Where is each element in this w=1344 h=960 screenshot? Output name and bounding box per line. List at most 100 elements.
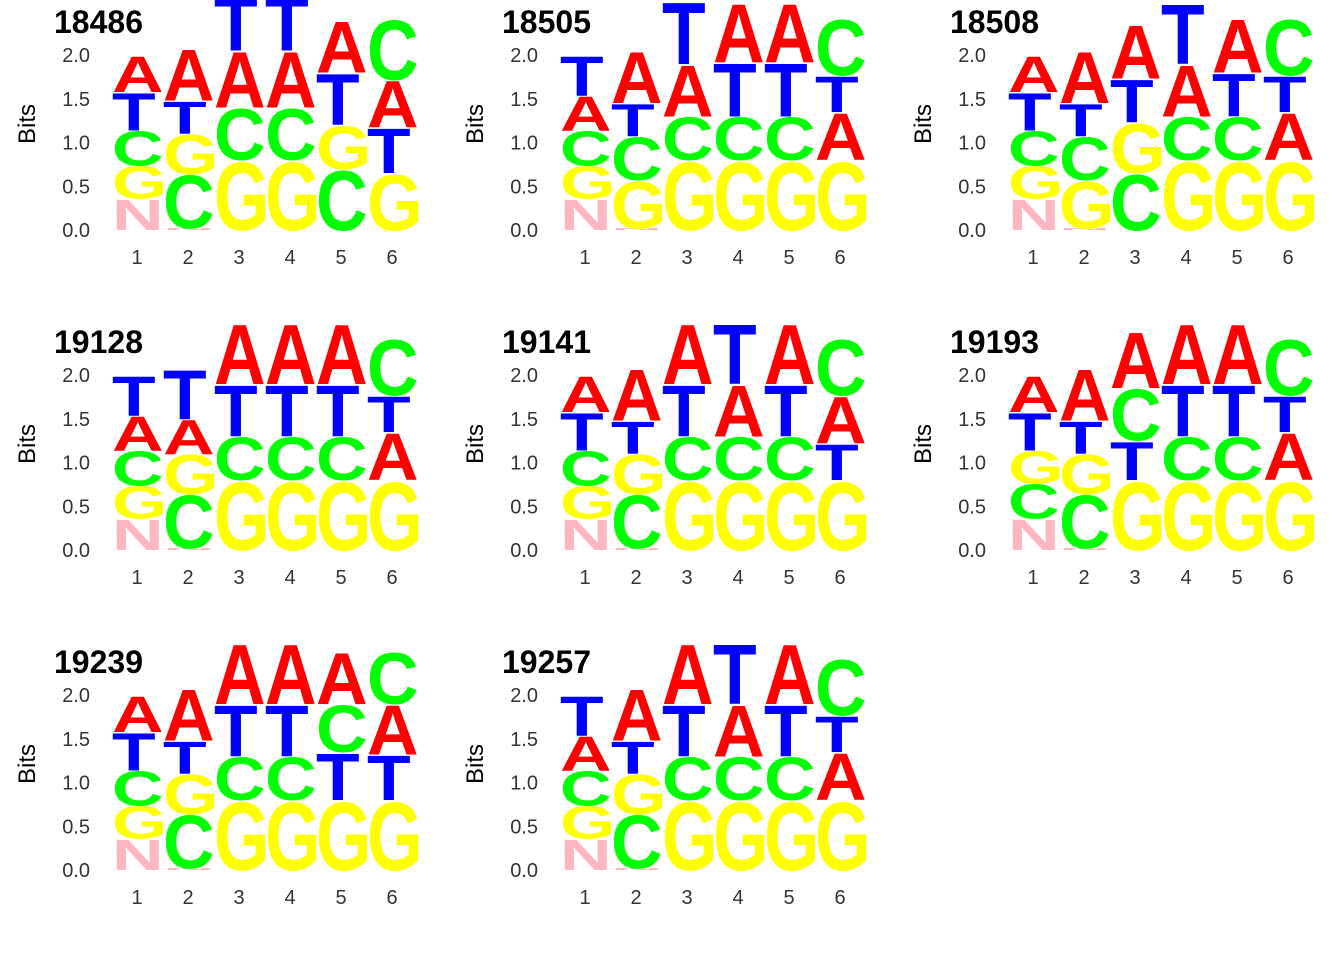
logo-letter-t: T [163, 91, 207, 143]
logo-letter-c: C [611, 799, 663, 884]
x-tick-label: 3 [233, 247, 244, 269]
logo-letter-c: C [1212, 106, 1264, 174]
logo-letter-n: N [611, 548, 663, 551]
logo-letter-t: T [1110, 68, 1154, 136]
logo-letter-t: T [815, 66, 859, 123]
logo-letter-g: G [560, 796, 616, 848]
panel-title: 18486 [54, 4, 143, 40]
logo-letter-c: C [815, 645, 867, 733]
logo-letter-c: C [112, 441, 164, 495]
x-tick-label: 1 [131, 247, 142, 269]
logo-letter-c: C [367, 2, 419, 98]
y-tick-label: 1.5 [62, 729, 90, 751]
logo-letter-g: G [662, 782, 718, 892]
logo-plot: 0.00.51.01.52.01 2 3 4 5 6NGCTANCGTAGCTAGCATG… [510, 307, 870, 589]
logo-letter-t: T [1059, 94, 1103, 146]
logo-letter-t: T [1263, 66, 1307, 123]
y-tick-label: 0.0 [62, 220, 90, 242]
x-tick-label: 5 [335, 247, 346, 269]
logo-letter-g: G [1008, 156, 1064, 208]
logo-letter-c: C [764, 426, 816, 494]
logo-letter-a: A [367, 692, 419, 771]
y-axis-label: Bits [14, 743, 41, 785]
x-tick-label: 3 [233, 567, 244, 589]
logo-letter-g: G [713, 782, 769, 892]
logo-letter-g: G [112, 796, 168, 848]
x-tick-label: 4 [732, 567, 743, 589]
logo-letter-c: C [662, 106, 714, 174]
panel-title: 19141 [502, 324, 591, 360]
logo-panel: 0.0 0.5 1.0 1.5 2.0 1 2 3 4 5 6 N G C A T N C G T A G C T A G C A T G… [448, 627, 888, 940]
logo-letter-c: C [265, 746, 317, 814]
logo-letter-g: G [1059, 167, 1115, 243]
logo-letter-a: A [265, 37, 317, 125]
logo-letter-a: A [1059, 355, 1111, 437]
logo-letter-a: A [1008, 46, 1060, 103]
x-tick-label: 3 [1129, 247, 1140, 269]
logo-letter-c: C [1161, 426, 1213, 494]
logo-letter-g: G [1212, 142, 1268, 252]
logo-letter-g: G [163, 763, 219, 826]
x-tick-label: 2 [182, 567, 193, 589]
logo-letter-t: T [316, 370, 360, 452]
logo-letter-c: C [265, 94, 317, 176]
x-tick-label: 1 [1027, 247, 1038, 269]
x-tick-label: 4 [1180, 567, 1191, 589]
logo-letter-g: G [367, 462, 423, 572]
logo-panel: 0.0 0.5 1.0 1.5 2.0 1 2 3 4 5 6 N G C T A N C G T A G C A T G C A T C… [0, 0, 440, 300]
logo-letter-a: A [265, 627, 317, 723]
y-axis-label: Bits [14, 103, 41, 145]
logo-letter-c: C [163, 479, 215, 564]
y-tick-label: 1.0 [62, 133, 90, 155]
logo-plot: 0.00.51.01.52.01 2 3 4 5 6NGCATNCGTAGCTAGCATG… [510, 627, 870, 909]
y-tick-label: 2.0 [62, 45, 90, 67]
y-tick-label: 0.0 [62, 860, 90, 882]
y-tick-label: 2.0 [62, 365, 90, 387]
y-tick-label: 2.0 [510, 45, 538, 67]
y-axis-label: Bits [910, 103, 937, 145]
y-tick-label: 0.5 [62, 816, 90, 838]
logo-letter-a: A [713, 690, 765, 772]
logo-letter-g: G [1059, 443, 1115, 506]
logo-letter-c: C [611, 479, 663, 564]
logo-letter-n: N [1008, 510, 1060, 560]
logo-letter-c: C [316, 153, 368, 249]
logo-panel: 0.0 0.5 1.0 1.5 2.0 1 2 3 4 5 6 N C G T A N C G T A G T C A G C T A G… [896, 307, 1336, 620]
logo-letter-c: C [560, 121, 612, 175]
logo-letter-a: A [560, 726, 612, 780]
logo-letter-c: C [611, 126, 663, 194]
panel-title: 19193 [950, 324, 1039, 360]
logo-letter-a: A [713, 0, 765, 80]
logo-letter-a: A [815, 99, 867, 175]
y-tick-label: 1.5 [958, 409, 986, 431]
logo-letter-g: G [367, 160, 423, 248]
logo-letter-g: G [1161, 142, 1217, 252]
logo-letter-g: G [713, 142, 769, 252]
logo-letter-t: T [265, 0, 309, 67]
logo-letter-c: C [1263, 5, 1315, 93]
logo-letter-t: T [1263, 386, 1307, 443]
logo-letter-a: A [1263, 419, 1315, 495]
logo-letter-g: G [265, 142, 321, 252]
x-tick-label: 5 [1231, 247, 1242, 269]
logo-letter-c: C [1008, 475, 1060, 529]
logo-letter-a: A [1161, 50, 1213, 132]
logo-letter-n: N [112, 510, 164, 560]
logo-letter-g: G [1110, 110, 1166, 189]
x-tick-label: 6 [386, 887, 397, 909]
logo-letter-a: A [560, 366, 612, 423]
logo-letter-c: C [662, 426, 714, 494]
logo-letter-t: T [764, 370, 808, 452]
logo-panel: 0.0 0.5 1.0 1.5 2.0 1 2 3 4 5 6 N G C A T N G C T A G C A T G C T A G… [448, 0, 888, 300]
y-tick-label: 1.0 [958, 133, 986, 155]
x-tick-label: 2 [630, 247, 641, 269]
logo-letter-a: A [662, 50, 714, 132]
logo-letter-a: A [163, 675, 215, 757]
logo-letter-a: A [112, 46, 164, 103]
logo-letter-c: C [1212, 426, 1264, 494]
logo-letter-t: T [611, 731, 655, 783]
logo-letter-c: C [214, 426, 266, 494]
logo-letter-t: T [112, 365, 156, 428]
y-tick-label: 1.0 [510, 133, 538, 155]
logo-letter-t: T [367, 744, 411, 815]
